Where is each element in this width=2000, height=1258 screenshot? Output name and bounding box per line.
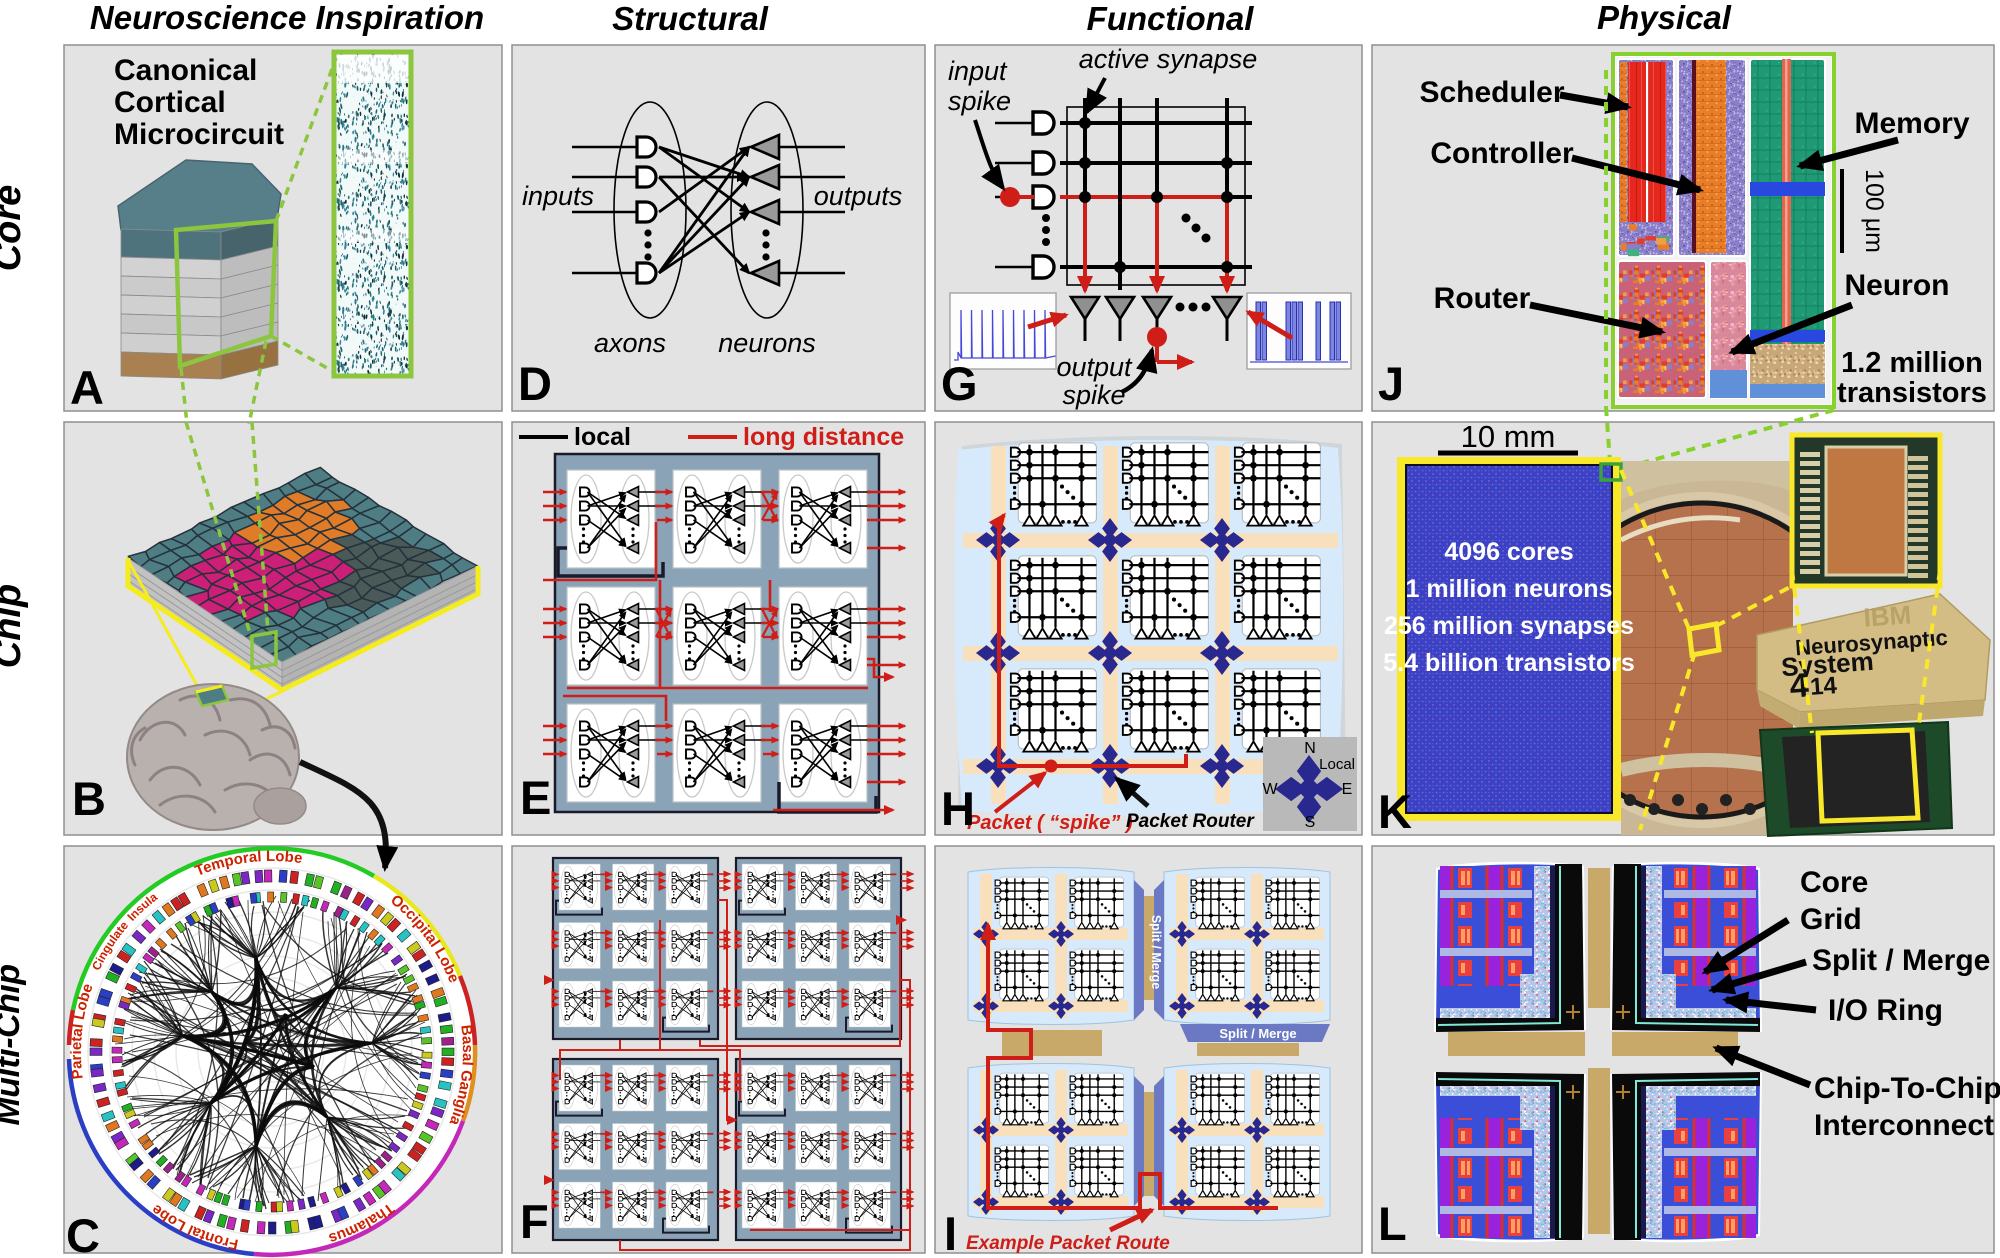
svg-text:J: J [1378, 357, 1404, 410]
svg-text:input: input [948, 56, 1008, 86]
svg-text:10 mm: 10 mm [1461, 419, 1556, 454]
svg-text:Neuron: Neuron [1845, 269, 1950, 302]
svg-text:Neuroscience Inspiration: Neuroscience Inspiration [90, 0, 484, 36]
svg-text:1.2 million: 1.2 million [1841, 347, 1983, 379]
svg-text:L: L [1378, 1197, 1407, 1250]
svg-text:transistors: transistors [1837, 377, 1987, 409]
svg-text:local: local [574, 423, 631, 451]
svg-text:neurons: neurons [718, 328, 816, 358]
svg-text:Packet Router: Packet Router [1126, 811, 1255, 832]
svg-text:K: K [1378, 785, 1412, 838]
svg-text:Chip-To-Chip: Chip-To-Chip [1814, 1072, 2000, 1105]
svg-text:Canonical: Canonical [114, 54, 257, 87]
svg-text:outputs: outputs [814, 181, 903, 211]
svg-text:A: A [70, 361, 104, 414]
svg-text:Router: Router [1434, 282, 1531, 315]
svg-text:Packet ( “spike” ): Packet ( “spike” ) [967, 812, 1133, 834]
svg-text:Chip: Chip [0, 584, 29, 668]
svg-text:Multi-Chip: Multi-Chip [0, 964, 27, 1125]
svg-text:B: B [72, 772, 106, 825]
svg-text:E: E [1342, 781, 1353, 798]
svg-text:Memory: Memory [1854, 107, 1969, 140]
svg-text:1 million neurons: 1 million neurons [1406, 575, 1613, 603]
svg-text:C: C [66, 1209, 100, 1258]
svg-text:active synapse: active synapse [1079, 44, 1258, 74]
svg-text:5.4 billion transistors: 5.4 billion transistors [1383, 649, 1634, 677]
svg-text:Structural: Structural [612, 0, 769, 37]
svg-text:H: H [941, 782, 975, 835]
svg-text:Scheduler: Scheduler [1419, 76, 1564, 109]
svg-text:Core: Core [1800, 866, 1868, 899]
svg-text:4096 cores: 4096 cores [1444, 538, 1573, 566]
svg-text:W: W [1262, 781, 1278, 798]
svg-text:IBM: IBM [1863, 599, 1913, 632]
svg-text:Grid: Grid [1800, 903, 1862, 936]
svg-text:Split / Merge: Split / Merge [1219, 1026, 1296, 1041]
svg-text:Cortical: Cortical [114, 86, 226, 119]
svg-text:Example Packet Route: Example Packet Route [966, 1233, 1170, 1254]
svg-text:F: F [520, 1195, 549, 1248]
svg-text:axons: axons [594, 328, 666, 358]
svg-text:Core: Core [0, 185, 29, 272]
svg-text:Functional: Functional [1087, 0, 1255, 37]
svg-text:100 μm: 100 μm [1860, 169, 1888, 253]
svg-text:256 million synapses: 256 million synapses [1384, 612, 1634, 640]
svg-text:S: S [1305, 814, 1316, 831]
svg-text:Physical: Physical [1597, 0, 1732, 36]
svg-text:E: E [520, 771, 551, 824]
svg-text:4: 4 [1788, 666, 1810, 705]
svg-text:long distance: long distance [743, 423, 904, 451]
svg-text:output: output [1056, 352, 1133, 382]
svg-text:spike: spike [948, 86, 1011, 116]
svg-text:Interconnect: Interconnect [1814, 1109, 1994, 1142]
svg-text:I: I [944, 1207, 957, 1258]
svg-text:Controller: Controller [1430, 137, 1574, 170]
svg-text:Local: Local [1319, 756, 1355, 773]
svg-text:G: G [941, 357, 978, 410]
svg-text:N: N [1304, 740, 1316, 757]
svg-text:14: 14 [1809, 672, 1838, 701]
svg-text:I/O Ring: I/O Ring [1828, 994, 1943, 1027]
svg-text:System: System [1780, 646, 1874, 682]
svg-text:Microcircuit: Microcircuit [114, 118, 284, 151]
svg-text:spike: spike [1062, 380, 1125, 410]
svg-text:Split / Merge: Split / Merge [1812, 944, 1990, 977]
svg-text:Split / Merge: Split / Merge [1149, 915, 1163, 989]
svg-text:inputs: inputs [522, 181, 594, 211]
svg-text:D: D [518, 357, 552, 410]
